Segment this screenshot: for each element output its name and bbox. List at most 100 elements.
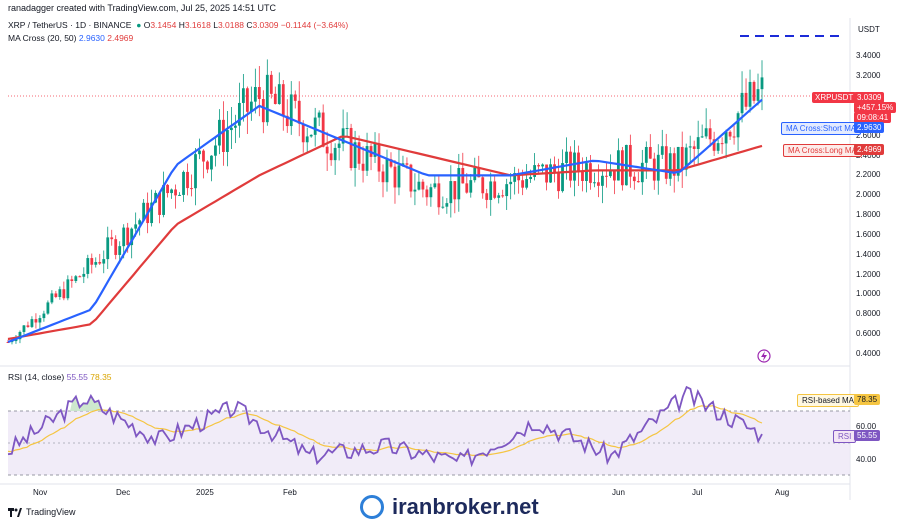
candle-body xyxy=(94,262,98,265)
price-tick: 1.0000 xyxy=(856,289,881,299)
candle-body xyxy=(413,189,417,192)
candle-body xyxy=(513,172,517,182)
candle-body xyxy=(445,203,449,207)
rsi-title: RSI (14, close) xyxy=(8,372,65,382)
candle-body xyxy=(441,206,445,208)
low-value: 3.0188 xyxy=(217,20,244,30)
time-tick-nov: Nov xyxy=(33,488,48,497)
candle-body xyxy=(150,202,154,224)
candle-body xyxy=(226,130,229,152)
symbol-name: XRP / TetherUS · 1D · BINANCE xyxy=(8,20,132,30)
candle-body xyxy=(98,262,102,264)
candle-body xyxy=(321,112,325,147)
candle-body xyxy=(656,154,660,181)
rsi-legend-value: 55.55 xyxy=(66,372,88,382)
candle-body xyxy=(752,81,756,101)
candle-body xyxy=(114,239,118,255)
candle-body xyxy=(58,289,62,297)
open-value: 3.1454 xyxy=(150,20,177,30)
candle-body xyxy=(644,146,648,163)
price-tick: 1.4000 xyxy=(856,249,881,259)
candle-body xyxy=(720,143,724,145)
candle-body xyxy=(186,171,189,189)
candle-body xyxy=(620,150,624,186)
candle-body xyxy=(202,150,205,162)
ma-short-line xyxy=(7,98,763,344)
candle-body xyxy=(505,184,509,197)
price-tick: 1.6000 xyxy=(856,229,881,239)
ma-long-legend-value: 2.4969 xyxy=(107,33,134,43)
candle-body xyxy=(744,92,748,107)
ma-long-price-tag: 2.4969 xyxy=(854,144,885,155)
candle-body xyxy=(206,161,209,170)
candle-body xyxy=(680,146,684,170)
candle-body xyxy=(214,145,217,156)
candle-body xyxy=(158,192,161,215)
candle-body xyxy=(736,113,740,138)
tradingview-icon xyxy=(8,507,22,517)
alert-icon[interactable] xyxy=(757,349,771,363)
candle-body xyxy=(728,131,732,137)
candle-body xyxy=(54,293,58,297)
candle-body xyxy=(66,279,70,299)
candle-body xyxy=(273,93,277,105)
candle-body xyxy=(14,339,18,342)
price-tick: 3.4000 xyxy=(856,51,881,61)
rsi-tag: 55.55 xyxy=(854,430,881,441)
candle-body xyxy=(509,181,513,185)
candle-body xyxy=(190,188,193,190)
candle-body xyxy=(289,94,293,127)
candle-body xyxy=(577,152,580,172)
change-value: −0.1144 (−3.64%) xyxy=(280,20,349,30)
candle-body xyxy=(357,142,361,164)
candle-body xyxy=(130,228,134,246)
rsi-ma-label: RSI-based MA xyxy=(797,394,860,407)
candle-body xyxy=(437,183,441,208)
candle-body xyxy=(537,165,540,167)
rsi-ma-line xyxy=(7,405,763,457)
candle-body xyxy=(696,137,700,149)
candle-body xyxy=(329,153,333,161)
candle-body xyxy=(561,163,564,192)
watermark-chart-icon xyxy=(360,495,384,519)
time-tick-jul: Jul xyxy=(692,488,703,497)
candle-body xyxy=(210,155,213,170)
candle-body xyxy=(261,98,265,123)
watermark: iranbroker.net xyxy=(360,494,539,520)
price-tick: 3.2000 xyxy=(856,71,881,81)
close-label: C xyxy=(246,20,253,30)
candle-body xyxy=(50,293,54,303)
candle-body xyxy=(333,147,337,161)
candle-body xyxy=(38,318,42,323)
candle-body xyxy=(493,181,497,198)
candle-body xyxy=(285,115,289,127)
candle-body xyxy=(122,227,126,247)
price-tick: 0.6000 xyxy=(856,329,881,339)
candle-body xyxy=(385,159,389,183)
candle-body xyxy=(609,169,612,177)
ma-legend: MA Cross (20, 50) 2.9630 2.4969 xyxy=(8,33,133,43)
candle-body xyxy=(397,165,401,188)
candle-body xyxy=(676,146,680,176)
candle-body xyxy=(756,89,760,101)
candle-body xyxy=(453,181,457,200)
candle-body xyxy=(700,136,704,138)
low-label: L xyxy=(213,20,218,30)
candle-body xyxy=(473,167,477,181)
price-tick: 2.0000 xyxy=(856,190,881,200)
candle-body xyxy=(6,342,10,344)
candle-body xyxy=(170,189,173,194)
candle-body xyxy=(241,88,245,103)
candle-body xyxy=(636,181,640,183)
candle-body xyxy=(525,179,529,188)
candle-body xyxy=(688,146,692,148)
candle-body xyxy=(569,151,572,181)
tradingview-logo[interactable]: TradingView xyxy=(8,507,76,517)
market-open-dot: ● xyxy=(136,20,142,30)
high-label: H xyxy=(178,20,185,30)
candle-body xyxy=(573,152,576,181)
time-tick-dec: Dec xyxy=(116,488,131,497)
candle-body xyxy=(704,128,708,137)
candle-body xyxy=(90,258,94,265)
